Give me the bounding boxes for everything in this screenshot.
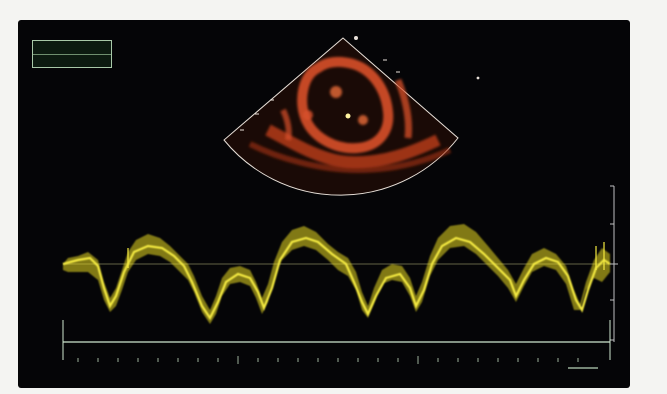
- doppler-waveform-icon: [62, 224, 611, 324]
- measurement-box: [32, 40, 112, 68]
- sector-scan-icon: [223, 36, 480, 196]
- measurement-row-1: [33, 42, 111, 54]
- waveform-trace: [62, 236, 611, 321]
- velocity-scale: [610, 185, 618, 342]
- measurement-row-2: [33, 54, 111, 66]
- ultrasound-scene: [62, 36, 618, 369]
- cardiac-tissue: [248, 56, 452, 174]
- time-axis: [62, 320, 611, 369]
- measurement-divider: [33, 54, 111, 55]
- ultrasound-screen: [18, 20, 630, 388]
